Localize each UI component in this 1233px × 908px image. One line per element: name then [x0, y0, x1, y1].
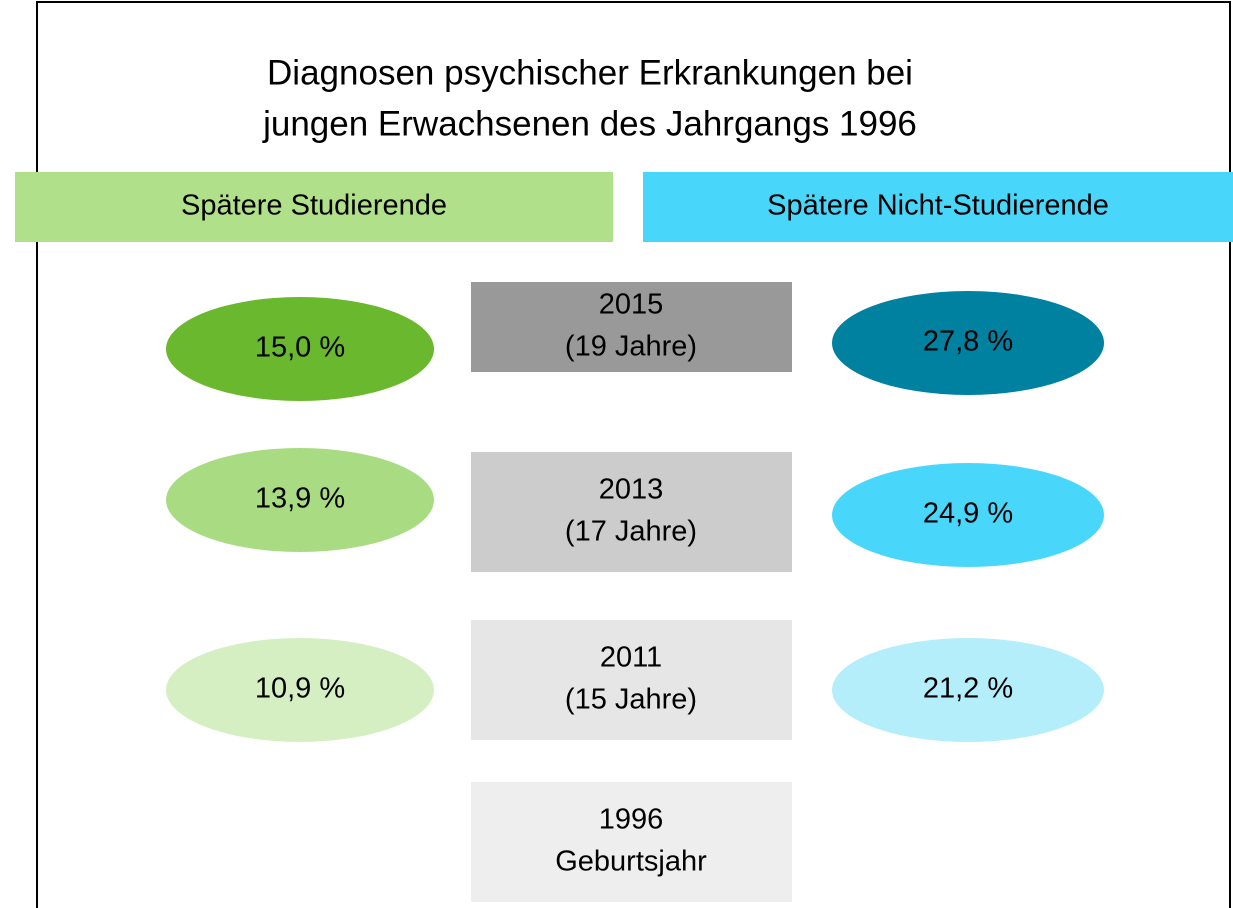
value-ellipse [166, 448, 434, 552]
value-label: 24,9 % [923, 498, 1013, 530]
year-label: 1996 [599, 804, 664, 836]
year-label: 2011 [600, 642, 662, 674]
title-line: jungen Erwachsenen des Jahrgangs 1996 [262, 104, 917, 143]
group-header [15, 172, 613, 242]
value-ellipse [166, 638, 434, 742]
group-header [643, 172, 1233, 242]
year-label: 2015 [599, 289, 664, 321]
year-caption: (19 Jahre) [565, 331, 697, 363]
value-label: 13,9 % [255, 483, 345, 515]
value-label: 27,8 % [923, 326, 1013, 358]
title-line: Diagnosen psychischer Erkrankungen bei [267, 53, 913, 92]
year-caption: (15 Jahre) [565, 684, 697, 716]
value-label: 15,0 % [255, 332, 345, 364]
group-label: Spätere Nicht-Studierende [767, 190, 1109, 222]
value-ellipse [166, 297, 434, 401]
year-caption: Geburtsjahr [555, 846, 707, 878]
frame [36, 1, 1231, 908]
year-label: 2013 [599, 474, 664, 506]
year-box [471, 620, 792, 740]
value-label: 10,9 % [255, 673, 345, 705]
year-caption: (17 Jahre) [565, 516, 697, 548]
year-box [471, 282, 792, 372]
value-ellipse [832, 638, 1104, 742]
value-label: 21,2 % [923, 673, 1013, 705]
value-ellipse [832, 291, 1104, 395]
year-box [471, 782, 792, 902]
value-ellipse [832, 463, 1104, 567]
year-box [471, 452, 792, 572]
group-label: Spätere Studierende [181, 190, 447, 222]
